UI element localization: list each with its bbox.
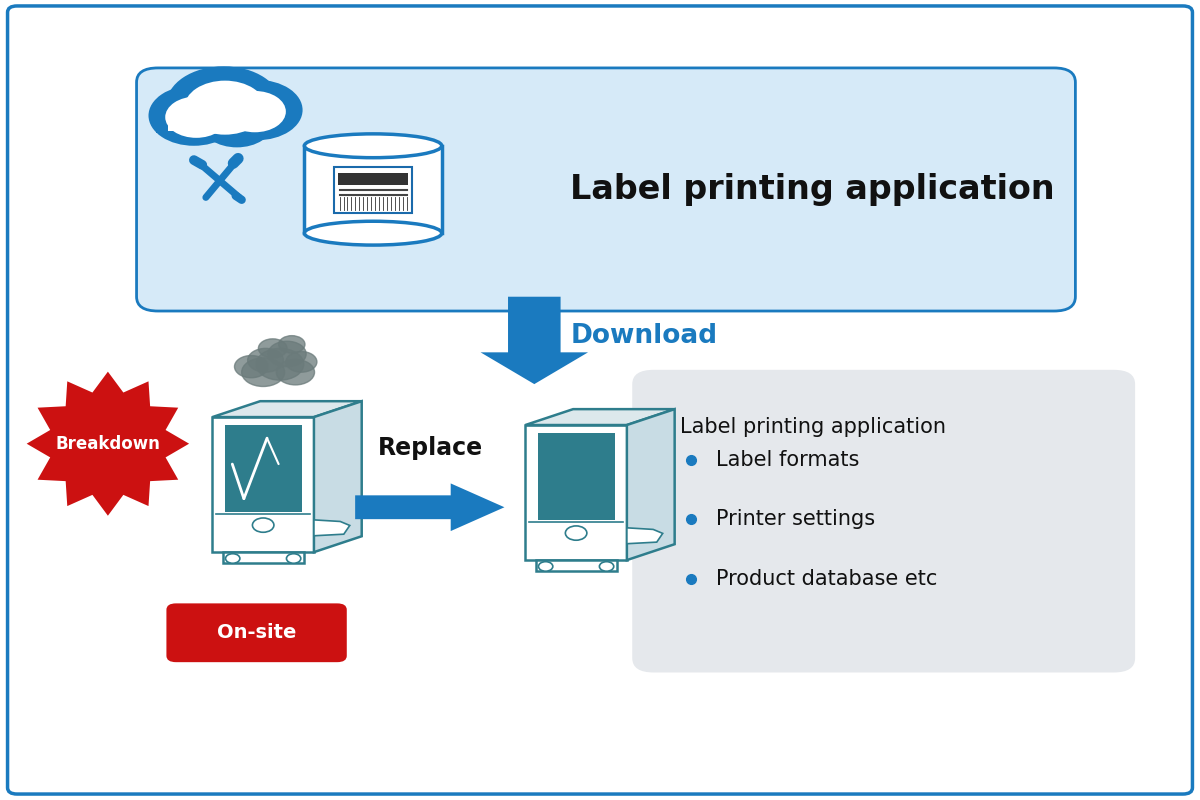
Circle shape — [256, 348, 304, 380]
Circle shape — [223, 91, 286, 132]
Circle shape — [286, 351, 317, 372]
Polygon shape — [480, 297, 588, 384]
Circle shape — [600, 562, 613, 571]
Text: Replace: Replace — [378, 436, 482, 460]
Bar — [338, 173, 408, 185]
Polygon shape — [626, 409, 674, 560]
Bar — [224, 425, 301, 512]
Text: Printer settings: Printer settings — [716, 509, 875, 529]
Circle shape — [258, 339, 287, 358]
Circle shape — [278, 336, 305, 353]
Circle shape — [202, 100, 272, 147]
Circle shape — [252, 518, 274, 532]
Polygon shape — [314, 401, 361, 552]
FancyBboxPatch shape — [167, 603, 347, 662]
Bar — [305, 146, 442, 233]
Text: Breakdown: Breakdown — [55, 434, 161, 453]
Circle shape — [287, 554, 301, 563]
Circle shape — [565, 526, 587, 540]
Polygon shape — [526, 425, 626, 560]
Polygon shape — [222, 552, 304, 563]
Circle shape — [167, 66, 281, 142]
Ellipse shape — [305, 222, 442, 245]
Circle shape — [212, 80, 302, 140]
FancyBboxPatch shape — [334, 167, 413, 214]
Polygon shape — [212, 401, 361, 417]
FancyBboxPatch shape — [7, 6, 1193, 794]
Text: On-site: On-site — [217, 623, 296, 642]
Circle shape — [234, 355, 268, 378]
Circle shape — [539, 562, 553, 571]
Text: Download: Download — [570, 323, 718, 350]
Circle shape — [241, 358, 284, 386]
Polygon shape — [526, 409, 674, 425]
FancyBboxPatch shape — [632, 370, 1135, 673]
Polygon shape — [355, 483, 504, 531]
Ellipse shape — [305, 134, 442, 158]
Polygon shape — [314, 520, 349, 536]
FancyBboxPatch shape — [168, 117, 260, 131]
Polygon shape — [26, 372, 190, 516]
Polygon shape — [535, 560, 617, 571]
Circle shape — [185, 81, 265, 134]
Text: Product database etc: Product database etc — [716, 569, 937, 589]
Circle shape — [276, 359, 314, 385]
Polygon shape — [626, 528, 662, 544]
Circle shape — [166, 97, 227, 138]
FancyBboxPatch shape — [137, 68, 1075, 311]
Circle shape — [149, 86, 239, 146]
Circle shape — [226, 554, 240, 563]
Polygon shape — [212, 417, 314, 552]
Text: Label printing application: Label printing application — [680, 418, 946, 438]
Text: Label formats: Label formats — [716, 450, 859, 470]
Text: Label printing application: Label printing application — [570, 173, 1055, 206]
Circle shape — [247, 348, 283, 372]
Circle shape — [268, 342, 306, 366]
FancyBboxPatch shape — [156, 115, 272, 133]
Bar — [538, 433, 614, 519]
